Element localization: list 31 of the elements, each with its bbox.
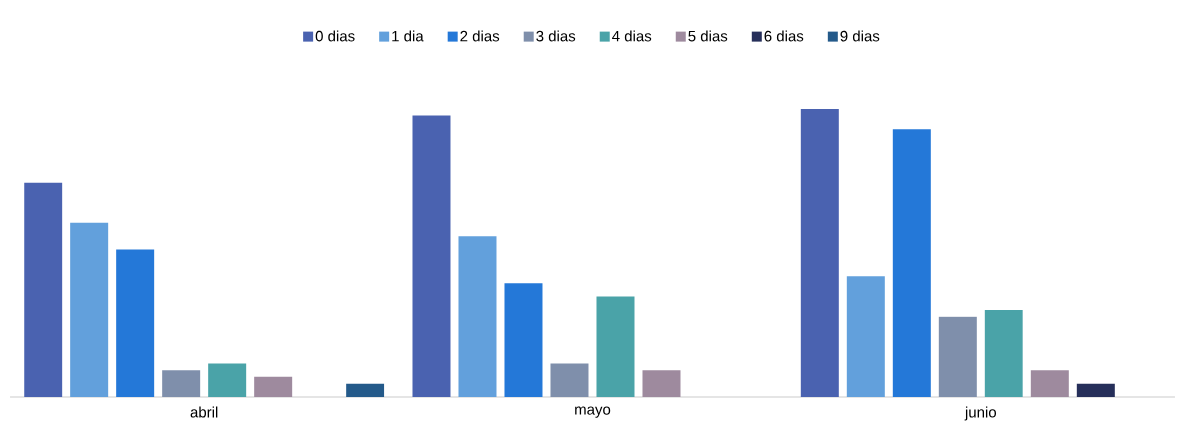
legend-label: 4 dias bbox=[612, 30, 652, 42]
legend-label: 0 dias bbox=[315, 30, 355, 42]
legend-label: 5 dias bbox=[688, 30, 728, 42]
legend-label: 9 dias bbox=[840, 30, 880, 42]
x-tick-label: abril bbox=[190, 406, 218, 418]
bar bbox=[24, 182, 63, 397]
bar bbox=[116, 249, 155, 397]
x-tick-label: junio bbox=[964, 406, 997, 421]
x-tick-label: mayo bbox=[575, 406, 611, 418]
bar bbox=[412, 115, 451, 397]
bar bbox=[846, 276, 885, 397]
bar bbox=[1076, 383, 1115, 397]
bar bbox=[504, 283, 543, 397]
bar bbox=[1030, 370, 1069, 397]
bar bbox=[346, 383, 385, 397]
bar bbox=[800, 109, 839, 397]
bar bbox=[892, 129, 931, 397]
bar bbox=[254, 376, 293, 397]
legend-label: 6 dias bbox=[764, 30, 804, 42]
bar bbox=[984, 310, 1023, 397]
legend-label: 2 dias bbox=[460, 30, 500, 42]
bar bbox=[938, 316, 977, 397]
bar bbox=[162, 370, 201, 397]
bar bbox=[70, 222, 109, 397]
bar bbox=[642, 370, 681, 397]
legend-label: 3 dias bbox=[536, 30, 576, 42]
bar bbox=[458, 236, 497, 397]
bar bbox=[208, 363, 247, 397]
legend-label: 1 dia bbox=[392, 30, 424, 42]
bar bbox=[550, 363, 589, 397]
bar bbox=[596, 296, 635, 397]
